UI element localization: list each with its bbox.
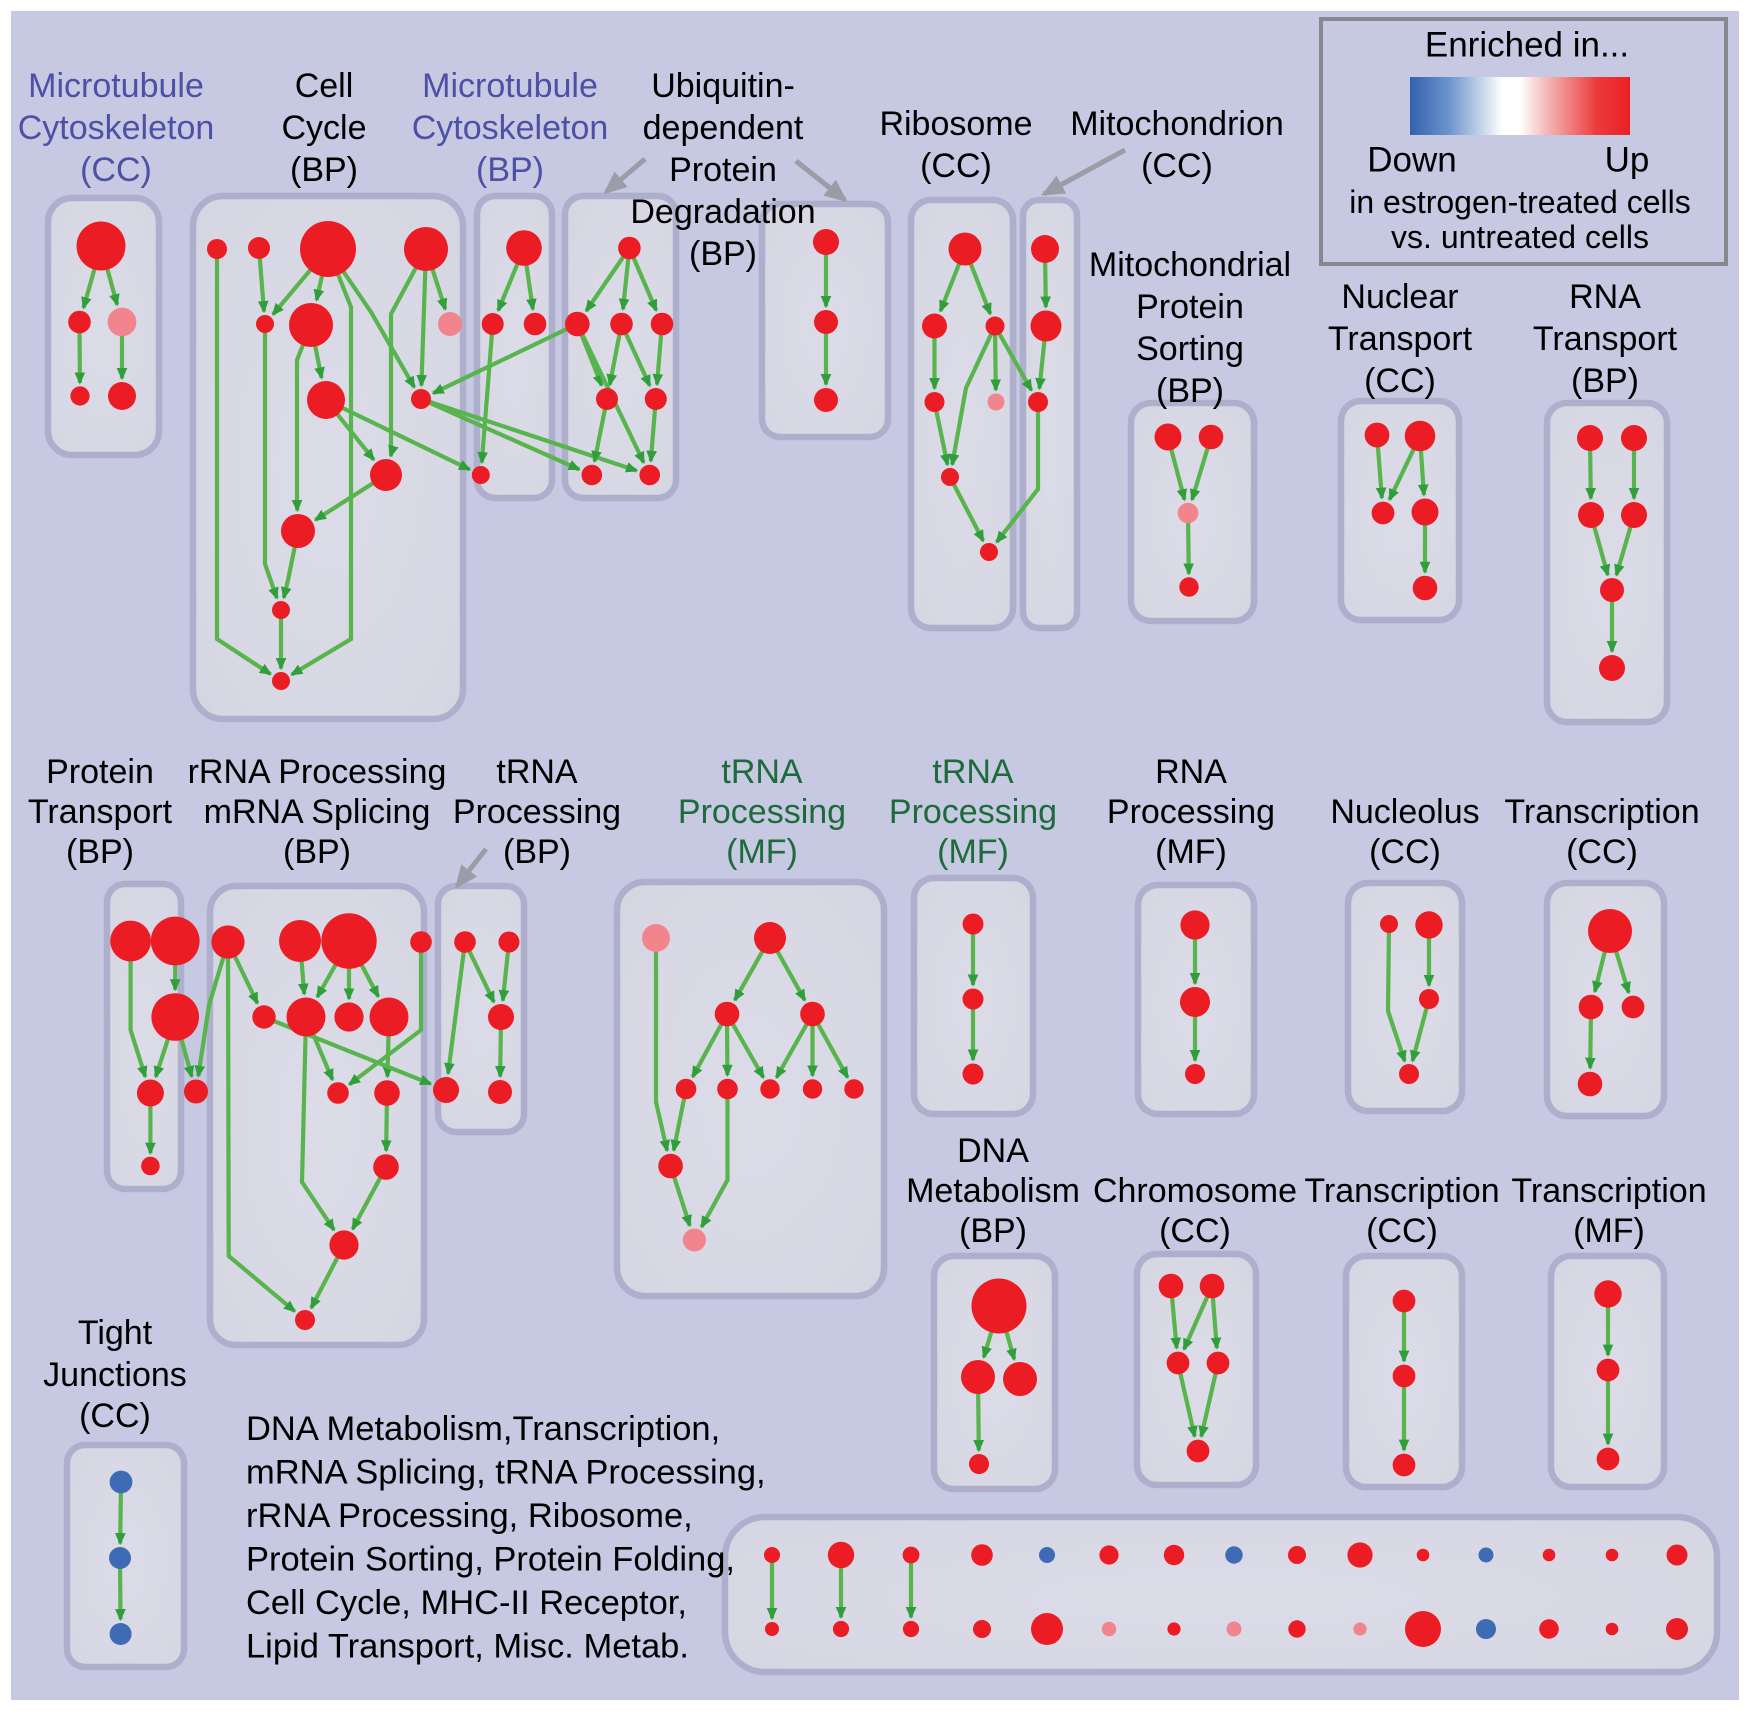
svg-text:(MF): (MF) [937, 833, 1009, 871]
svg-text:mRNA Splicing: mRNA Splicing [204, 793, 431, 831]
svg-text:DNA Metabolism,Transcription,: DNA Metabolism,Transcription, [246, 1410, 720, 1448]
svg-text:(CC): (CC) [1366, 1212, 1438, 1250]
svg-text:Processing: Processing [453, 793, 621, 831]
svg-text:Junctions: Junctions [43, 1356, 187, 1394]
svg-text:Microtubule: Microtubule [28, 67, 204, 105]
svg-text:rRNA Processing: rRNA Processing [188, 753, 447, 791]
svg-text:Enriched in...: Enriched in... [1425, 26, 1629, 65]
svg-text:(BP): (BP) [1156, 372, 1224, 410]
svg-text:(BP): (BP) [476, 151, 544, 189]
svg-text:(BP): (BP) [1571, 362, 1639, 400]
svg-text:(CC): (CC) [1566, 833, 1638, 871]
svg-text:Processing: Processing [678, 793, 846, 831]
svg-text:Protein: Protein [669, 151, 777, 189]
svg-text:Transport: Transport [28, 793, 173, 831]
svg-text:(CC): (CC) [1369, 833, 1441, 871]
svg-text:Protein Sorting, Protein Foldi: Protein Sorting, Protein Folding, [246, 1541, 735, 1579]
svg-text:Degradation: Degradation [630, 193, 815, 231]
svg-text:(BP): (BP) [503, 833, 571, 871]
svg-text:(MF): (MF) [726, 833, 798, 871]
svg-text:DNA: DNA [957, 1132, 1029, 1170]
svg-text:(CC): (CC) [1364, 362, 1436, 400]
svg-text:in estrogen-treated cells: in estrogen-treated cells [1349, 184, 1691, 220]
svg-text:tRNA: tRNA [721, 753, 803, 791]
svg-text:Mitochondrial: Mitochondrial [1089, 246, 1291, 284]
svg-text:Transport: Transport [1328, 320, 1473, 358]
svg-text:RNA: RNA [1155, 753, 1227, 791]
svg-text:Cycle: Cycle [281, 109, 366, 147]
svg-text:Up: Up [1605, 141, 1650, 180]
svg-text:Processing: Processing [1107, 793, 1275, 831]
svg-text:Metabolism: Metabolism [906, 1172, 1080, 1210]
svg-text:Sorting: Sorting [1136, 330, 1244, 368]
svg-text:Mitochondrion: Mitochondrion [1070, 105, 1284, 143]
svg-text:Cytoskeleton: Cytoskeleton [412, 109, 609, 147]
svg-text:(CC): (CC) [920, 147, 992, 185]
svg-text:Cytoskeleton: Cytoskeleton [18, 109, 215, 147]
svg-text:(BP): (BP) [959, 1212, 1027, 1250]
svg-text:dependent: dependent [643, 109, 804, 147]
svg-text:(CC): (CC) [79, 1397, 151, 1435]
svg-text:RNA: RNA [1569, 278, 1641, 316]
svg-text:Microtubule: Microtubule [422, 67, 598, 105]
svg-text:Protein: Protein [1136, 288, 1244, 326]
svg-text:Ubiquitin-: Ubiquitin- [651, 67, 795, 105]
svg-text:Transcription: Transcription [1511, 1172, 1706, 1210]
svg-text:Down: Down [1367, 141, 1456, 180]
svg-text:tRNA: tRNA [496, 753, 578, 791]
svg-text:Tight: Tight [78, 1314, 153, 1352]
svg-text:(CC): (CC) [80, 151, 152, 189]
svg-text:Nucleolus: Nucleolus [1330, 793, 1479, 831]
svg-text:Ribosome: Ribosome [879, 105, 1032, 143]
svg-text:(MF): (MF) [1573, 1212, 1645, 1250]
svg-text:Processing: Processing [889, 793, 1057, 831]
svg-text:(BP): (BP) [290, 151, 358, 189]
svg-text:(BP): (BP) [689, 235, 757, 273]
svg-text:Cell Cycle, MHC-II Receptor,: Cell Cycle, MHC-II Receptor, [246, 1584, 687, 1622]
svg-text:Transcription: Transcription [1504, 793, 1699, 831]
svg-text:(BP): (BP) [66, 833, 134, 871]
svg-text:rRNA Processing, Ribosome,: rRNA Processing, Ribosome, [246, 1497, 693, 1535]
svg-text:Chromosome: Chromosome [1093, 1172, 1297, 1210]
svg-text:Transcription: Transcription [1304, 1172, 1499, 1210]
svg-text:(MF): (MF) [1155, 833, 1227, 871]
svg-text:(CC): (CC) [1159, 1212, 1231, 1250]
svg-text:Cell: Cell [295, 67, 354, 105]
svg-text:Nuclear: Nuclear [1341, 278, 1458, 316]
svg-text:Transport: Transport [1533, 320, 1678, 358]
svg-text:(CC): (CC) [1141, 147, 1213, 185]
svg-text:Lipid Transport, Misc. Metab.: Lipid Transport, Misc. Metab. [246, 1628, 689, 1666]
svg-text:Protein: Protein [46, 753, 154, 791]
svg-text:vs. untreated cells: vs. untreated cells [1391, 219, 1649, 255]
svg-text:(BP): (BP) [283, 833, 351, 871]
svg-text:tRNA: tRNA [932, 753, 1014, 791]
svg-text:mRNA Splicing, tRNA Processing: mRNA Splicing, tRNA Processing, [246, 1454, 766, 1492]
